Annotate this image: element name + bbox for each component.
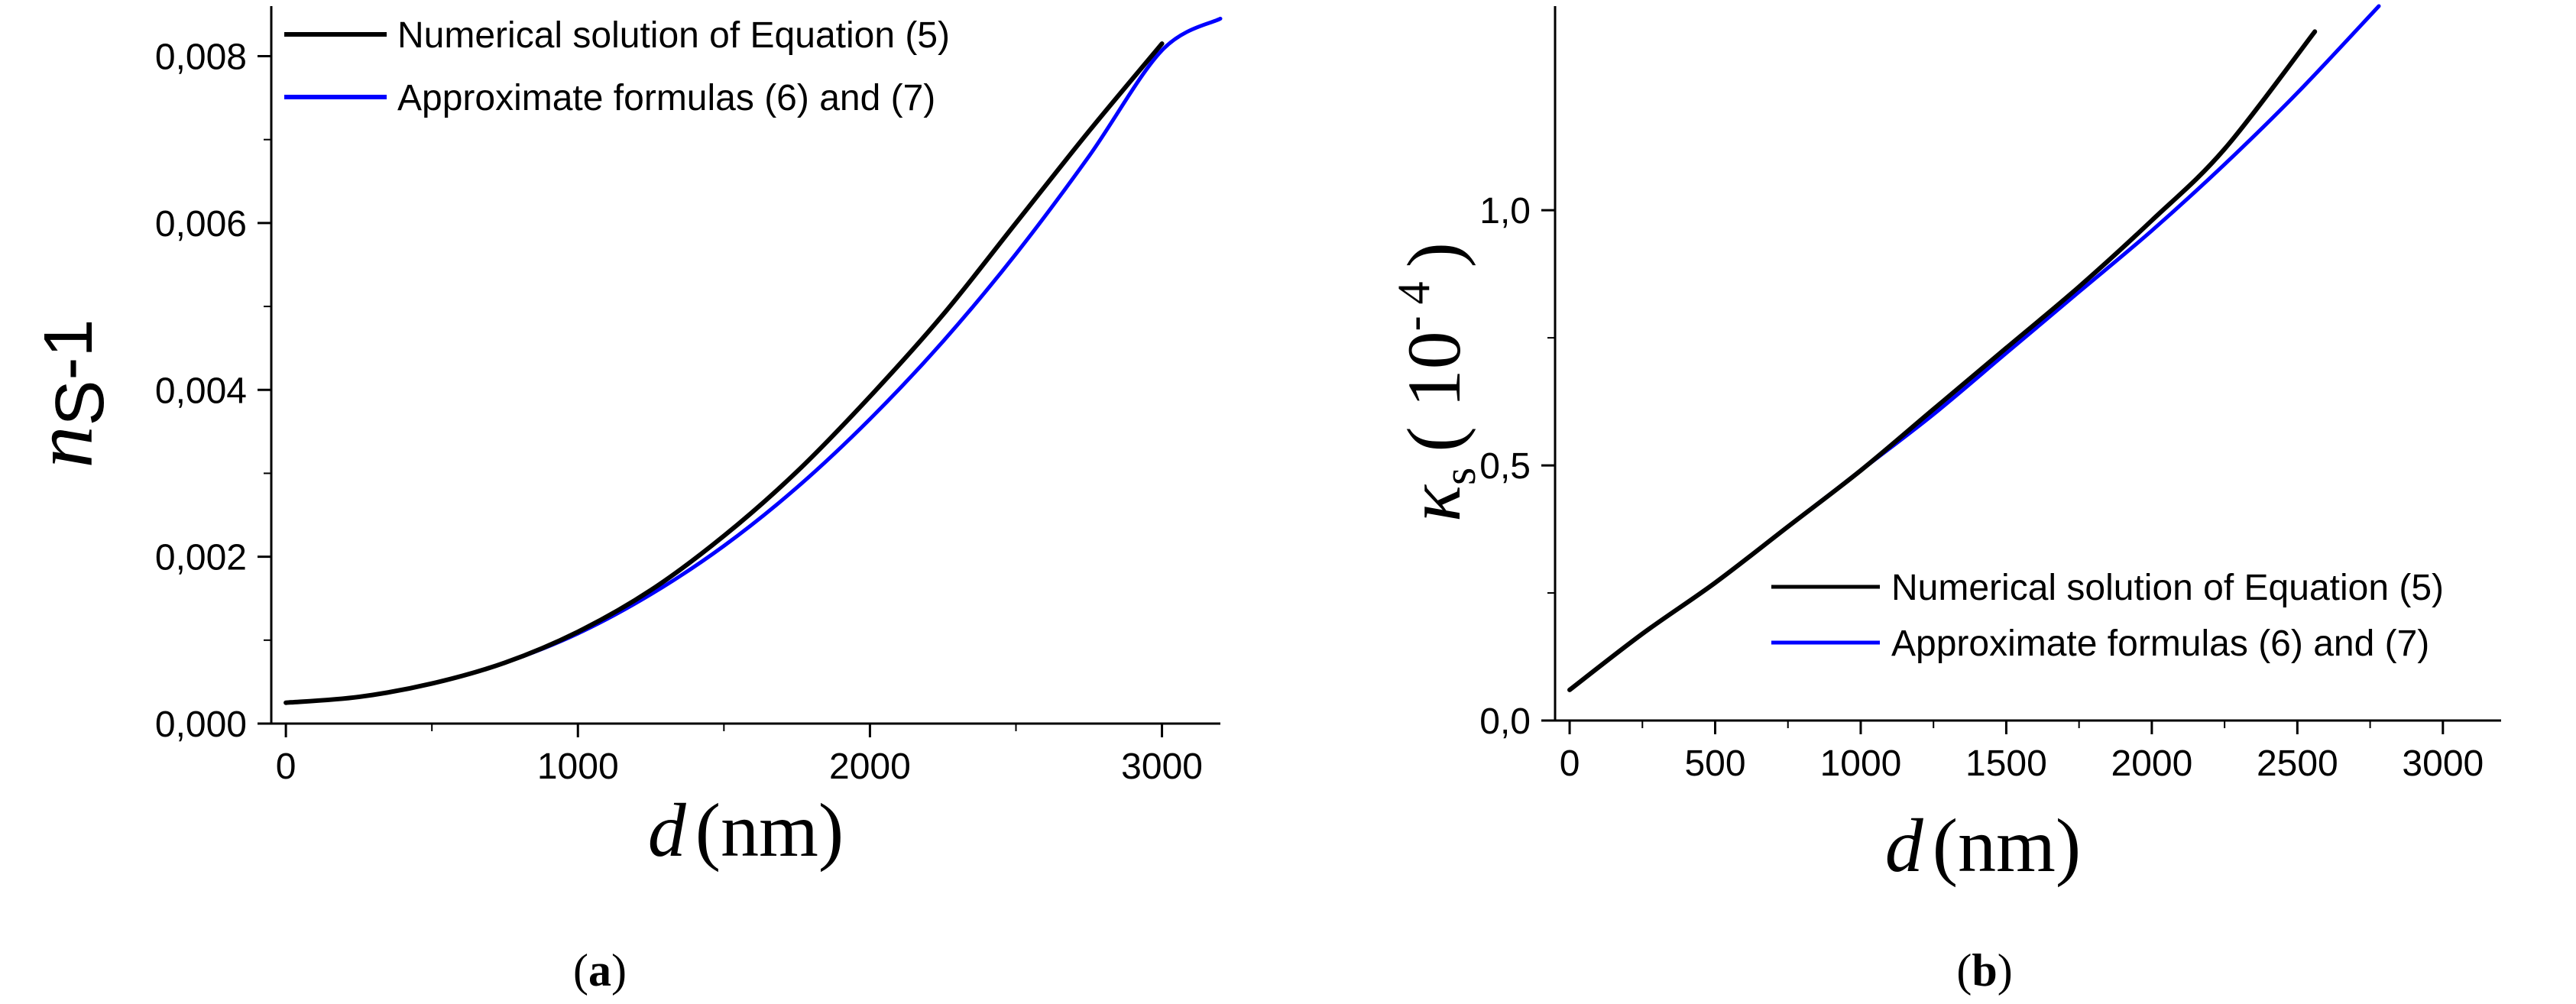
y-tick-label: 0,006 bbox=[155, 204, 247, 245]
y-axis-ticks-b: 0,0 0,5 1,0 bbox=[1479, 191, 1555, 742]
x-tick-label: 0 bbox=[1560, 743, 1580, 784]
series-line-numerical-b bbox=[1567, 29, 2318, 692]
plot-area-a bbox=[270, 6, 1223, 725]
y-tick-label: 1,0 bbox=[1479, 191, 1531, 232]
panel-label-b: (b) bbox=[1956, 945, 2012, 996]
x-tick-label: 1500 bbox=[1965, 743, 2047, 784]
legend-label-approximate-b: Approximate formulas (6) and (7) bbox=[1891, 623, 2429, 664]
x-axis-label-a: d (nm) bbox=[648, 788, 844, 873]
legend-a: Numerical solution of Equation (5) Appro… bbox=[284, 15, 950, 118]
y-tick-label: 0,008 bbox=[155, 37, 247, 78]
chart-panel-b: 0 500 1000 1500 2000 2500 3000 0,0 0,5 1,0 κs( 1… bbox=[1388, 4, 2501, 996]
x-tick-label: 1000 bbox=[537, 747, 619, 787]
y-tick-label: 0,0 bbox=[1479, 701, 1531, 742]
x-axis-label-b: d (nm) bbox=[1885, 803, 2081, 888]
x-tick-label: 3000 bbox=[2402, 743, 2484, 784]
x-tick-label: 2500 bbox=[2257, 743, 2338, 784]
y-axis-ticks-a: 0,000 0,002 0,004 0,006 0,008 bbox=[155, 37, 271, 745]
series-line-numerical-a bbox=[284, 41, 1165, 705]
x-tick-label: 2000 bbox=[829, 747, 911, 787]
y-tick-label: 0,000 bbox=[155, 704, 247, 745]
x-axis-ticks-b: 0 500 1000 1500 2000 2500 3000 bbox=[1560, 721, 2484, 784]
legend-label-numerical-b: Numerical solution of Equation (5) bbox=[1891, 568, 2444, 608]
chart-panel-a: 0 1000 2000 3000 0,0000,0020,0040,0060,008 … bbox=[17, 6, 1223, 996]
x-tick-label: 3000 bbox=[1121, 747, 1203, 787]
y-tick-label: 0,002 bbox=[155, 538, 247, 578]
x-axis-ticks-a: 0 1000 2000 3000 bbox=[276, 724, 1203, 787]
y-tick-label: 0,5 bbox=[1479, 446, 1531, 487]
legend-b: Numerical solution of Equation (5) Appro… bbox=[1771, 568, 2444, 664]
series-line-approximate-a bbox=[284, 16, 1223, 705]
x-tick-label: 2000 bbox=[2111, 743, 2193, 784]
x-tick-label: 500 bbox=[1684, 743, 1745, 784]
legend-label-approximate-a: Approximate formulas (6) and (7) bbox=[397, 78, 935, 118]
x-tick-label: 0 bbox=[276, 747, 296, 787]
panel-label-a: (a) bbox=[573, 945, 627, 996]
y-axis-label-b: κs( 10- 4) bbox=[1388, 242, 1485, 522]
x-tick-label: 1000 bbox=[1820, 743, 1902, 784]
legend-label-numerical-a: Numerical solution of Equation (5) bbox=[397, 15, 950, 56]
plot-area-b bbox=[1554, 4, 2501, 722]
y-axis-label-a: nS-1 bbox=[17, 319, 118, 468]
y-tick-label: 0,004 bbox=[155, 371, 247, 411]
